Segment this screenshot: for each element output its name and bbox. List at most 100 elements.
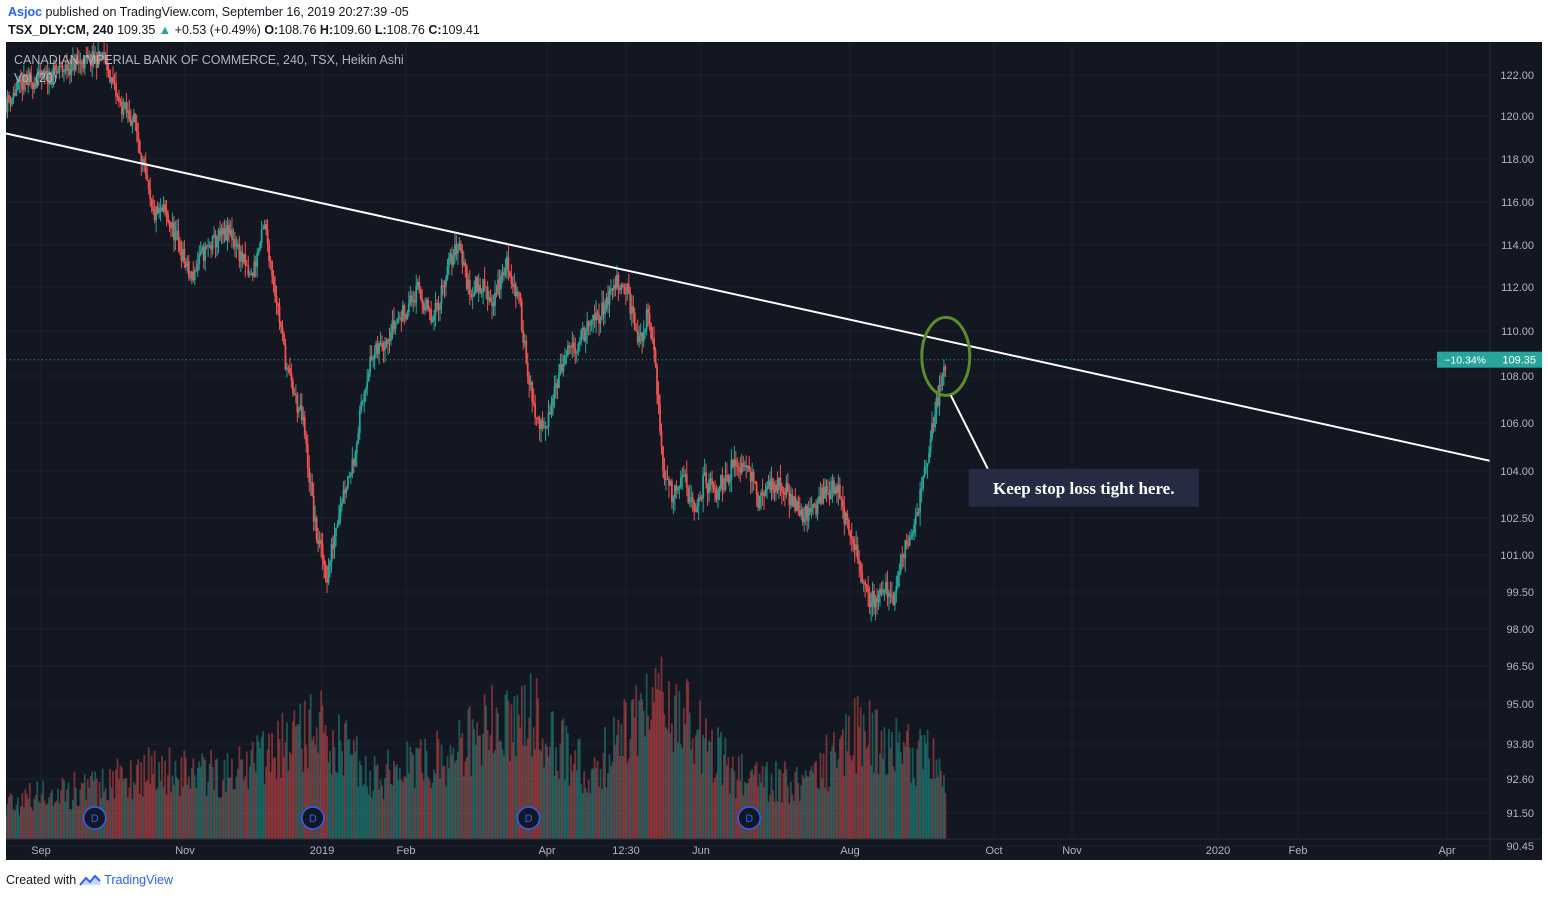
candle-body bbox=[890, 595, 893, 597]
candle-body bbox=[752, 472, 755, 482]
candle-body bbox=[889, 593, 892, 596]
x-tick-label: Apr bbox=[538, 845, 555, 857]
volume-bar bbox=[733, 771, 736, 839]
time-axis[interactable]: Sep Nov 2019 Feb Apr 12:30 Jun Aug Oct Nov 2020 Feb… bbox=[31, 845, 1456, 857]
tradingview-link[interactable]: TradingView bbox=[104, 873, 173, 887]
volume-bar bbox=[193, 775, 196, 839]
volume-bar bbox=[385, 764, 388, 839]
candle-body bbox=[858, 559, 861, 564]
candle-body bbox=[497, 279, 499, 295]
candle-body bbox=[662, 446, 664, 471]
candle-body bbox=[66, 64, 68, 72]
volume-bar bbox=[618, 756, 621, 839]
volume-bar bbox=[928, 758, 930, 839]
candle-body bbox=[786, 483, 789, 492]
publisher-link[interactable]: Asjoc bbox=[8, 5, 43, 19]
candle-body bbox=[691, 497, 694, 502]
candle-body bbox=[22, 74, 25, 90]
candle-body bbox=[30, 75, 33, 83]
candle-body bbox=[361, 401, 364, 403]
candle-body bbox=[453, 244, 456, 257]
candle-body bbox=[100, 58, 103, 60]
volume-bar bbox=[507, 700, 510, 839]
candle-body bbox=[928, 452, 930, 464]
volume-bar bbox=[341, 751, 343, 839]
candle-body bbox=[865, 584, 868, 589]
volume-bar bbox=[308, 709, 311, 839]
volume-bar bbox=[590, 769, 593, 839]
volume-bar bbox=[498, 741, 501, 839]
candle-body bbox=[253, 261, 256, 277]
candle-body bbox=[36, 78, 39, 88]
candle-body bbox=[538, 418, 541, 430]
candle-body bbox=[412, 300, 415, 302]
volume-bar bbox=[837, 759, 840, 839]
volume-bar bbox=[581, 793, 584, 839]
candle-body bbox=[532, 401, 535, 405]
candle-body bbox=[433, 315, 435, 321]
volume-bar bbox=[556, 770, 559, 839]
volume-bar bbox=[898, 731, 901, 839]
volume-bar bbox=[690, 749, 693, 839]
volume-bar bbox=[413, 788, 416, 839]
candle-body bbox=[941, 376, 944, 386]
volume-bar bbox=[262, 731, 265, 839]
candle-body bbox=[216, 242, 218, 248]
candle-body bbox=[665, 478, 667, 480]
candle-body bbox=[880, 588, 883, 593]
volume-bar bbox=[254, 771, 257, 839]
candle-body bbox=[403, 305, 406, 316]
volume-bar bbox=[239, 759, 242, 839]
candle-body bbox=[286, 367, 288, 370]
price-axis[interactable]: 122.00 120.00 118.00 116.00 114.00 112.00 110.… bbox=[1500, 70, 1534, 853]
volume-bar bbox=[886, 774, 889, 839]
candle-body bbox=[317, 540, 320, 544]
highlight-circle[interactable] bbox=[920, 315, 972, 397]
candle-body bbox=[165, 210, 168, 215]
volume-bar bbox=[778, 769, 780, 839]
chart-area[interactable]: D D D D Keep stop loss tight here. CANADIAN… bbox=[6, 42, 1542, 860]
candle-body bbox=[422, 303, 425, 311]
candle-body bbox=[791, 494, 794, 507]
candle-body bbox=[782, 491, 785, 494]
volume-bar bbox=[575, 770, 578, 839]
y-tick-label: 90.45 bbox=[1506, 841, 1534, 853]
candle-body bbox=[118, 96, 120, 102]
candle-body bbox=[672, 497, 675, 503]
dividend-marker[interactable] bbox=[301, 806, 325, 830]
volume-bar bbox=[312, 736, 315, 839]
volume-bar bbox=[645, 673, 648, 839]
volume-bar bbox=[397, 780, 400, 839]
volume-bar bbox=[890, 731, 893, 839]
candle-body bbox=[153, 211, 156, 221]
volume-bar bbox=[788, 803, 791, 839]
candle-body bbox=[336, 524, 339, 529]
volume-bar bbox=[198, 761, 201, 839]
candle-body bbox=[944, 366, 947, 370]
tag-value: 109.35 bbox=[1502, 355, 1536, 367]
candle-body bbox=[55, 70, 58, 73]
dividend-marker[interactable] bbox=[82, 806, 107, 830]
volume-bar bbox=[833, 732, 835, 839]
annotation-callout[interactable]: Keep stop loss tight here. bbox=[968, 468, 1199, 507]
trendline[interactable] bbox=[6, 132, 1491, 462]
candle-body bbox=[555, 383, 557, 387]
volume-bar bbox=[216, 758, 218, 839]
dividend-marker[interactable] bbox=[737, 806, 761, 830]
candle-body bbox=[911, 532, 914, 536]
dividend-marker[interactable] bbox=[516, 806, 541, 830]
volume-bar bbox=[852, 754, 855, 839]
candle-body bbox=[45, 70, 48, 75]
y-tick-label: 106.00 bbox=[1500, 418, 1534, 430]
candle-body bbox=[205, 246, 208, 248]
volume-bar bbox=[853, 697, 856, 839]
volume-bar bbox=[504, 694, 507, 839]
volume-bar bbox=[736, 779, 739, 839]
price-chart[interactable]: D D D D Keep stop loss tight here. CANADIAN… bbox=[6, 42, 1542, 860]
candle-body bbox=[789, 494, 792, 505]
low-label: L: bbox=[374, 23, 387, 37]
volume-bar bbox=[63, 780, 65, 839]
candle-body bbox=[785, 483, 788, 495]
volume-bar bbox=[758, 773, 761, 839]
candle-body bbox=[37, 70, 40, 79]
